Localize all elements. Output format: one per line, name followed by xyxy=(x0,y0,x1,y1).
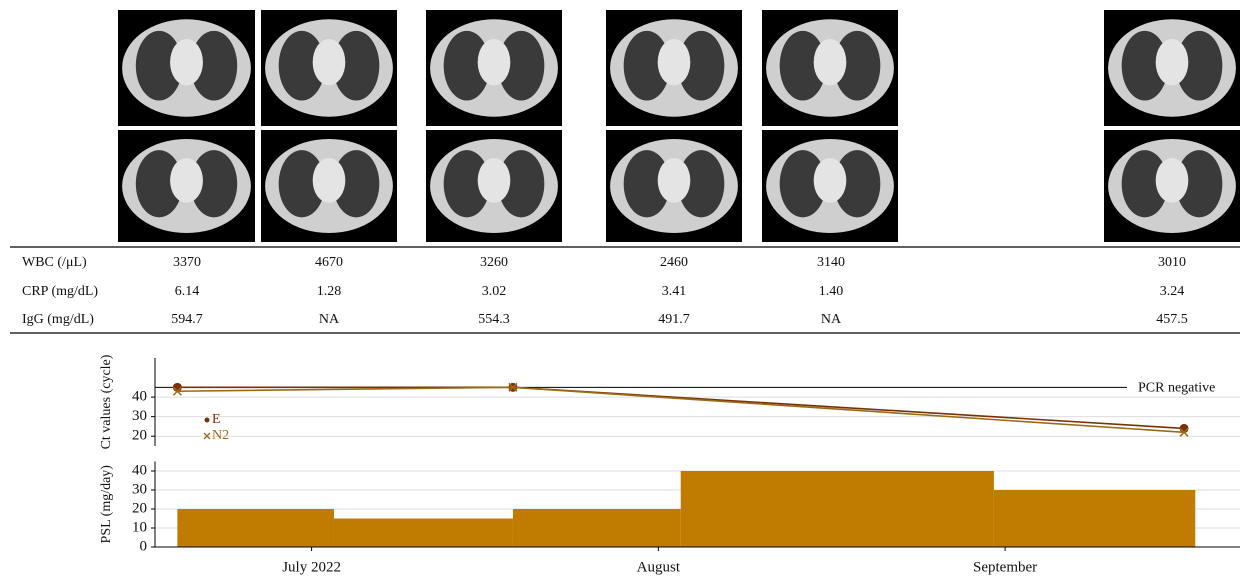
bar xyxy=(681,471,994,547)
cell: 554.3 xyxy=(478,312,510,327)
y-tick-label: 30 xyxy=(132,481,147,497)
bar xyxy=(177,509,334,547)
legend-label: E xyxy=(212,412,221,427)
figure: WBC (/μL)337046703260246031403010CRP (mg… xyxy=(0,0,1246,577)
ct-images xyxy=(118,10,1240,242)
ct-heart xyxy=(1156,39,1189,85)
cell: 3.02 xyxy=(482,284,507,299)
series-line xyxy=(177,387,1184,432)
cell: 3.24 xyxy=(1160,284,1185,299)
x-tick-label: September xyxy=(973,559,1037,575)
y-tick-label: 40 xyxy=(132,462,147,478)
y-axis-label: PSL (mg/day) xyxy=(99,465,114,544)
cell: 3010 xyxy=(1158,255,1186,270)
cell: 3140 xyxy=(817,255,845,270)
cell: 594.7 xyxy=(171,312,203,327)
cell: 6.14 xyxy=(175,284,200,299)
cell: 1.40 xyxy=(819,284,844,299)
ct-heart xyxy=(814,39,847,85)
ct-heart xyxy=(313,158,346,203)
reference-label: PCR negative xyxy=(1138,381,1215,396)
y-tick-label: 40 xyxy=(132,389,147,405)
cell: NA xyxy=(319,312,340,327)
ct-heart xyxy=(170,158,203,203)
bar xyxy=(334,519,513,548)
x-tick-label: July 2022 xyxy=(282,559,341,575)
ct-heart xyxy=(170,39,203,85)
cell: 3.41 xyxy=(662,284,687,299)
legend-marker xyxy=(205,418,210,423)
cell: 2460 xyxy=(660,255,688,270)
cell: 1.28 xyxy=(317,284,342,299)
y-tick-label: 0 xyxy=(140,538,148,554)
cell: 3260 xyxy=(480,255,508,270)
x-tick-label: August xyxy=(637,559,681,575)
row-label: CRP (mg/dL) xyxy=(22,284,98,299)
page: {"table": {"rows": [ ["WBC (/μL)", "3370… xyxy=(0,0,1246,577)
ct-heart xyxy=(658,39,691,85)
y-tick-label: 20 xyxy=(132,428,147,444)
cell: NA xyxy=(821,312,842,327)
ct-heart xyxy=(478,158,511,203)
y-tick-label: 20 xyxy=(132,500,147,516)
y-axis-label: Ct values (cycle) xyxy=(99,354,114,449)
cell: 457.5 xyxy=(1156,312,1188,327)
y-tick-label: 30 xyxy=(132,408,147,424)
ct-heart xyxy=(814,158,847,203)
ct-heart xyxy=(658,158,691,203)
y-tick-label: 10 xyxy=(132,519,147,535)
cell: 491.7 xyxy=(658,312,690,327)
row-label: IgG (mg/dL) xyxy=(22,312,94,327)
bar xyxy=(513,509,681,547)
ct-heart xyxy=(313,39,346,85)
cell: 4670 xyxy=(315,255,343,270)
ct-heart xyxy=(478,39,511,85)
cell: 3370 xyxy=(173,255,201,270)
legend-label: N2 xyxy=(212,428,229,443)
row-label: WBC (/μL) xyxy=(22,255,87,270)
ct-heart xyxy=(1156,158,1189,203)
bar xyxy=(994,490,1195,547)
